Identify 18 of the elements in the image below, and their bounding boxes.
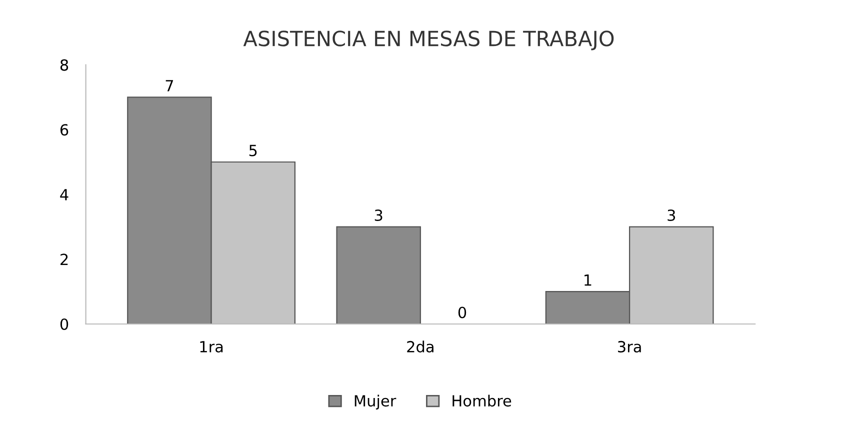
y-tick-label: 4	[60, 189, 68, 200]
y-tick-label: 2	[60, 254, 68, 266]
y-tick-label: 0	[60, 318, 68, 330]
data-label: 3	[374, 210, 382, 222]
data-label: 5	[249, 144, 257, 156]
y-tick-label: 6	[60, 124, 68, 136]
bar	[336, 226, 421, 324]
x-tick-label: 2da	[407, 340, 434, 352]
y-tick-label: 8	[60, 59, 68, 71]
legend-label: Mujer	[354, 394, 396, 410]
data-label: 3	[668, 210, 676, 222]
legend-label: Hombre	[452, 394, 512, 407]
data-label: 7	[166, 80, 174, 92]
x-tick-label: 3ra	[618, 340, 641, 352]
data-label: 1	[584, 274, 592, 286]
x-tick-label: 1ra	[200, 341, 223, 352]
chart-title: ASISTENCIA EN MESAS DE TRABAJO	[243, 30, 614, 50]
data-label: 0	[458, 306, 466, 318]
